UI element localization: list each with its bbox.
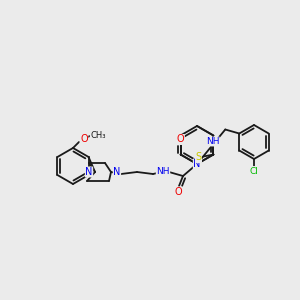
Text: CH₃: CH₃ [90,130,106,140]
Text: O: O [174,187,182,197]
Text: NH: NH [156,167,170,176]
Text: O: O [80,134,88,144]
Text: NH: NH [206,137,219,146]
Text: O: O [177,134,184,145]
Text: N: N [113,167,121,177]
Text: Cl: Cl [250,167,258,176]
Text: N: N [193,159,201,169]
Text: S: S [195,152,202,163]
Text: N: N [85,167,93,177]
